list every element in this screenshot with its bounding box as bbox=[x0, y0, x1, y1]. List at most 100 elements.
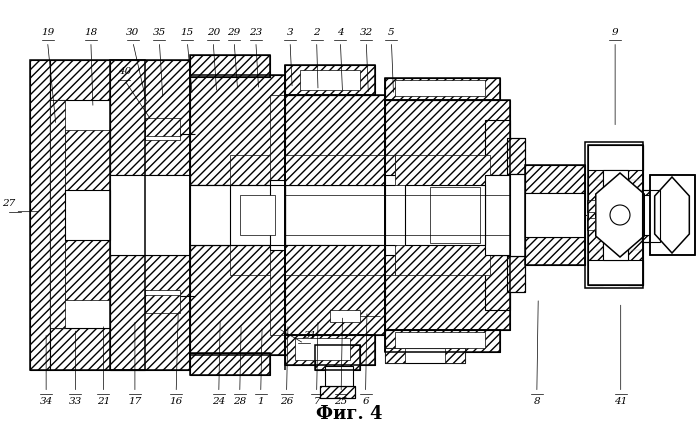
Bar bbox=[525, 193, 585, 237]
Bar bbox=[145, 118, 180, 136]
Bar bbox=[190, 185, 285, 245]
Bar bbox=[300, 70, 360, 90]
Bar bbox=[320, 386, 355, 398]
Bar bbox=[315, 345, 360, 370]
Bar bbox=[190, 75, 285, 355]
Bar bbox=[588, 260, 643, 285]
Bar bbox=[587, 200, 595, 212]
Text: 32: 32 bbox=[360, 28, 373, 37]
Text: Фиг. 4: Фиг. 4 bbox=[316, 405, 383, 423]
Bar bbox=[285, 335, 375, 365]
Bar bbox=[588, 265, 643, 285]
Bar bbox=[385, 330, 500, 352]
Bar bbox=[485, 120, 510, 175]
Text: 23: 23 bbox=[250, 28, 262, 37]
Text: 3: 3 bbox=[287, 28, 294, 37]
Circle shape bbox=[610, 205, 630, 225]
Bar bbox=[190, 55, 270, 77]
Bar bbox=[190, 245, 285, 355]
Bar bbox=[65, 240, 110, 300]
Bar bbox=[50, 328, 145, 370]
Bar bbox=[385, 78, 500, 100]
Bar bbox=[325, 366, 353, 386]
Bar bbox=[485, 175, 510, 255]
Bar bbox=[642, 195, 660, 235]
Text: 5: 5 bbox=[388, 28, 395, 37]
Bar bbox=[445, 348, 465, 363]
Text: 1: 1 bbox=[257, 397, 264, 407]
Bar bbox=[395, 80, 485, 96]
Bar bbox=[315, 345, 360, 370]
Bar bbox=[507, 174, 525, 256]
Bar bbox=[50, 100, 110, 328]
Text: 30: 30 bbox=[127, 28, 139, 37]
Bar bbox=[650, 175, 695, 255]
Bar bbox=[587, 218, 595, 230]
Polygon shape bbox=[655, 177, 689, 253]
Bar bbox=[190, 55, 270, 77]
Bar bbox=[628, 145, 643, 285]
Bar bbox=[385, 255, 510, 330]
Text: 19: 19 bbox=[41, 28, 54, 37]
Bar bbox=[385, 348, 405, 363]
Bar bbox=[285, 185, 385, 245]
Bar bbox=[230, 155, 285, 185]
Bar bbox=[230, 245, 285, 275]
Text: 6: 6 bbox=[362, 397, 369, 407]
Text: 27: 27 bbox=[2, 199, 15, 208]
Bar bbox=[295, 338, 350, 360]
Bar bbox=[330, 310, 360, 322]
Text: 33: 33 bbox=[69, 397, 82, 407]
Text: 16: 16 bbox=[170, 397, 182, 407]
Text: 18: 18 bbox=[85, 28, 97, 37]
Bar bbox=[285, 245, 395, 275]
Bar bbox=[405, 185, 485, 245]
Bar bbox=[285, 95, 385, 185]
Bar bbox=[190, 353, 270, 375]
Bar bbox=[430, 187, 480, 243]
Text: 26: 26 bbox=[280, 397, 293, 407]
Bar bbox=[285, 65, 375, 95]
Bar bbox=[285, 155, 395, 185]
Text: 9: 9 bbox=[612, 28, 619, 37]
Bar bbox=[385, 78, 500, 100]
Bar bbox=[270, 180, 285, 250]
Bar bbox=[270, 95, 285, 180]
Bar bbox=[385, 348, 465, 363]
Bar bbox=[50, 60, 145, 102]
Text: 25: 25 bbox=[335, 397, 347, 407]
Bar bbox=[585, 142, 643, 288]
Text: 29: 29 bbox=[228, 28, 240, 37]
Text: 35: 35 bbox=[153, 28, 166, 37]
Bar bbox=[525, 165, 585, 265]
Bar bbox=[385, 100, 510, 330]
Bar bbox=[110, 60, 190, 370]
Bar bbox=[525, 165, 585, 193]
Bar bbox=[190, 353, 270, 375]
Bar bbox=[145, 290, 180, 302]
Bar bbox=[320, 386, 355, 398]
Text: 24: 24 bbox=[212, 397, 225, 407]
Text: 7: 7 bbox=[313, 397, 320, 407]
Text: 20: 20 bbox=[207, 28, 219, 37]
Bar bbox=[385, 100, 510, 175]
Bar bbox=[507, 138, 525, 174]
Bar bbox=[385, 175, 510, 255]
Text: 2: 2 bbox=[313, 28, 320, 37]
Bar bbox=[145, 295, 180, 313]
Text: 28: 28 bbox=[233, 397, 246, 407]
Bar bbox=[285, 335, 375, 365]
Bar bbox=[110, 255, 190, 370]
Bar bbox=[588, 145, 643, 285]
Bar bbox=[507, 256, 525, 292]
Text: 34: 34 bbox=[40, 397, 52, 407]
Bar bbox=[285, 245, 385, 335]
Polygon shape bbox=[596, 173, 644, 257]
Bar bbox=[270, 250, 285, 335]
Text: 15: 15 bbox=[181, 28, 194, 37]
Bar bbox=[110, 60, 190, 175]
Bar bbox=[110, 175, 190, 255]
Bar bbox=[30, 60, 145, 370]
Bar bbox=[240, 195, 275, 235]
Text: 41: 41 bbox=[614, 397, 627, 407]
